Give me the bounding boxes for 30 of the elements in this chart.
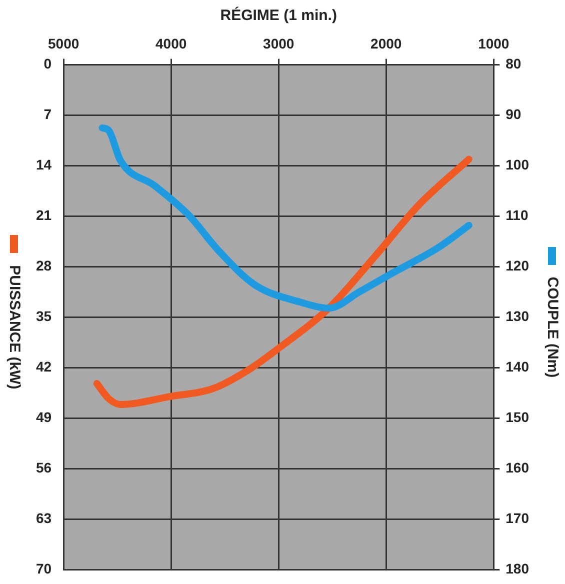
x-tick-label: 4000 — [156, 35, 187, 52]
y2-tick-label: 28 — [36, 258, 52, 274]
y2-tick-label: 42 — [36, 358, 52, 375]
y2-tick-label: 0 — [44, 56, 52, 72]
y-tick-label: 120 — [506, 258, 530, 274]
x-axis-title: RÉGIME (1 min.) — [220, 6, 337, 24]
y2-tick-label: 56 — [36, 460, 52, 476]
y-tick-label: 90 — [506, 106, 522, 122]
y-tick-label: 110 — [506, 207, 528, 224]
x-tick-label: 2000 — [370, 35, 402, 52]
y-tick-label: 170 — [506, 510, 530, 526]
y-tick-label: 100 — [506, 156, 530, 173]
y-axis-title: COUPLE (Nm) — [544, 276, 561, 378]
y2-tick-label: 49 — [36, 409, 52, 426]
y2-tick-label: 7 — [44, 106, 52, 122]
y2-tick-label: 14 — [36, 156, 52, 173]
y-tick-label: 180 — [506, 560, 530, 576]
y2-tick-label: 63 — [36, 510, 52, 526]
y-tick-label: 150 — [506, 409, 530, 426]
y-tick-label: 160 — [506, 460, 530, 476]
y2-axis-title: PUISSANCE (kW) — [6, 265, 23, 390]
x-tick-label: 3000 — [263, 35, 294, 52]
y2-tick-label: 70 — [36, 560, 52, 576]
y-tick-label: 140 — [506, 358, 530, 375]
y2-tick-label: 35 — [36, 308, 52, 324]
x-tick-label: 1000 — [478, 35, 510, 52]
x-tick-label: 5000 — [48, 35, 80, 52]
y-tick-label: 80 — [506, 56, 522, 72]
y-tick-label: 130 — [506, 308, 530, 324]
y2-tick-label: 21 — [36, 207, 52, 224]
